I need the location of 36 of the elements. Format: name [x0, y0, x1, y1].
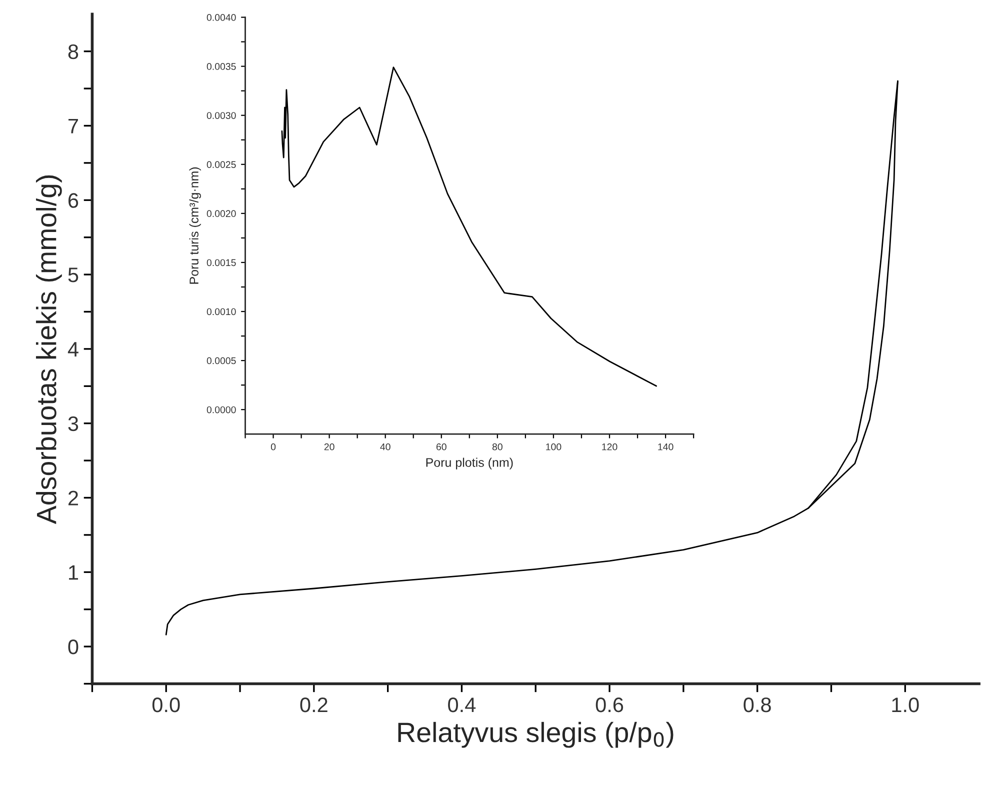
- y-tick-label: 0.0040: [206, 14, 236, 21]
- y-tick-label: 8: [68, 44, 78, 60]
- x-tick-label: 80: [492, 443, 502, 450]
- y-tick-label: 6: [68, 193, 78, 208]
- y-tick-label: 4: [68, 342, 78, 356]
- x-axis-title: Relatyvus slegis (p/p$_{0}$): [398, 722, 674, 748]
- x-tick-label: 60: [436, 443, 446, 450]
- y-tick-label: 0.0000: [206, 406, 236, 414]
- x-tick-label: 140: [658, 443, 674, 450]
- y-tick-label: 0.0020: [206, 210, 236, 218]
- y-tick-label: 2: [68, 490, 78, 506]
- y-tick-label: 0: [68, 640, 78, 654]
- y-tick-label: 0.0015: [206, 259, 236, 266]
- x-tick-label: 0: [270, 443, 276, 450]
- y-tick-label: 0.0030: [206, 112, 236, 119]
- y-axis-title: Poru turis (cm³/g·nm): [189, 167, 201, 284]
- y-tick-label: 7: [68, 118, 78, 134]
- x-tick-label: 0.6: [596, 697, 624, 712]
- x-tick-label: 1.0: [892, 697, 919, 712]
- x-tick-label: 0.0: [152, 697, 180, 712]
- x-tick-label: 40: [380, 443, 390, 450]
- y-tick-label: 5: [68, 268, 78, 282]
- y-tick-label: 3: [68, 416, 78, 432]
- y-tick-label: 0.0005: [206, 357, 236, 364]
- x-tick-label: 100: [546, 443, 562, 450]
- y-tick-label: 0.0010: [206, 308, 236, 316]
- x-tick-label: 120: [602, 443, 618, 450]
- x-tick-label: 0.8: [744, 697, 771, 712]
- y-axis-title: Adsorbuotas kiekis (mmol/g): [36, 175, 62, 524]
- x-tick-label: 0.2: [300, 697, 328, 712]
- y-tick-label: 0.0035: [206, 63, 236, 70]
- x-tick-label: 20: [324, 443, 334, 450]
- x-axis-title: Poru plotis (nm): [426, 458, 513, 470]
- y-tick-label: 0.0025: [206, 161, 236, 168]
- x-tick-label: 0.4: [448, 697, 476, 712]
- y-tick-label: 1: [69, 565, 78, 580]
